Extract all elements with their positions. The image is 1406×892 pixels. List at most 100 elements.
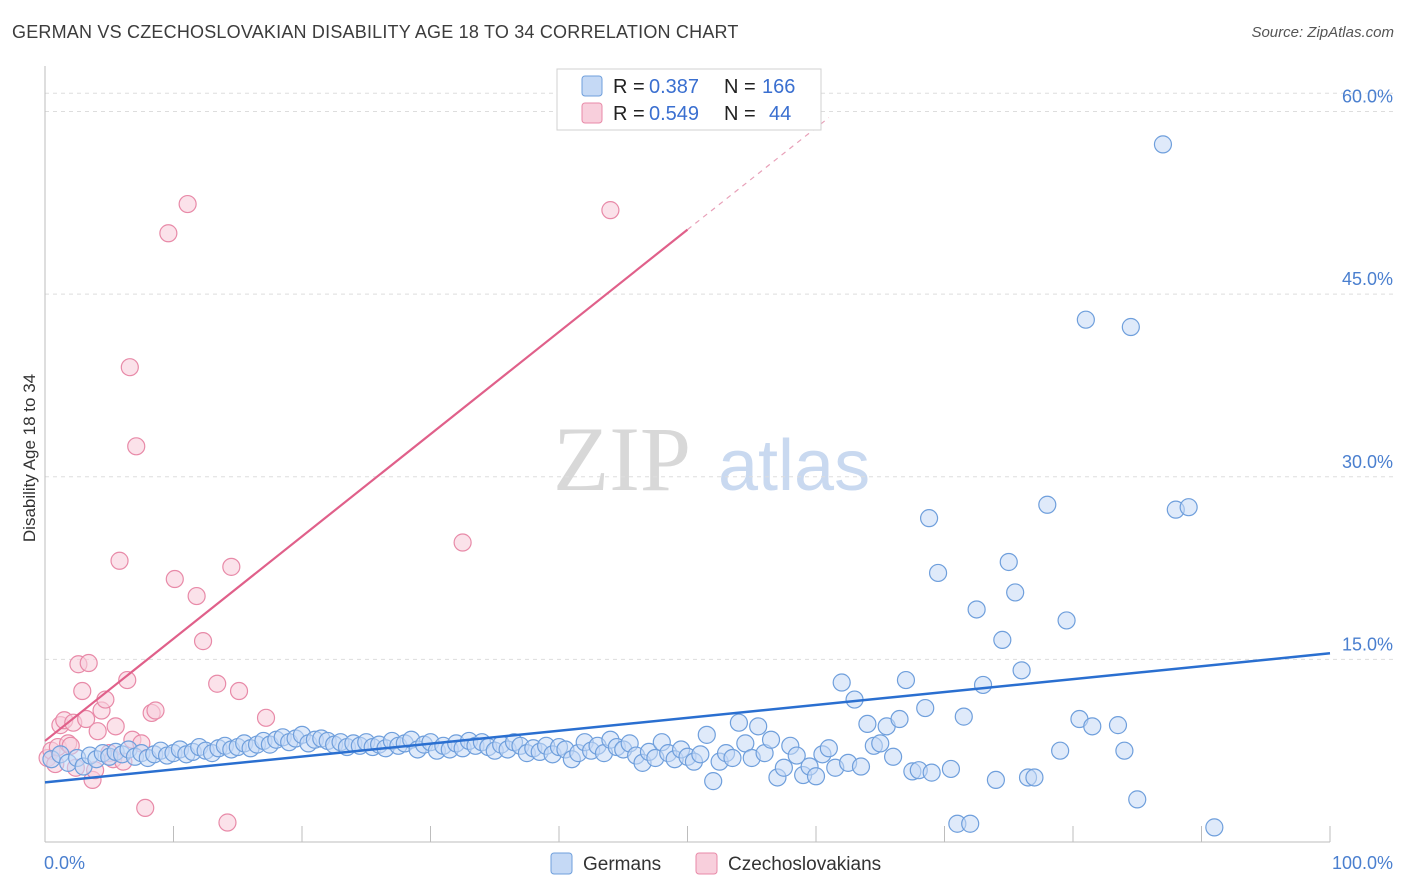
german-point <box>729 713 749 732</box>
german-point <box>1038 495 1057 514</box>
german-point <box>1025 768 1044 787</box>
german-point <box>723 748 742 768</box>
legend-r-value: 0.387 <box>649 76 699 98</box>
legend: R = 0.387 N = 166 R = 0.549 N = 44 <box>556 68 822 131</box>
german-point <box>787 746 806 765</box>
czech-point <box>165 569 184 589</box>
germans-trend-line <box>44 652 1331 784</box>
legend-swatch-germans <box>581 75 603 97</box>
czech-point <box>208 674 227 693</box>
czech-point <box>601 201 620 220</box>
czech-point <box>77 709 96 729</box>
czech-point <box>118 670 137 690</box>
german-point <box>806 767 826 786</box>
german-point <box>928 563 948 583</box>
german-point <box>1108 716 1128 735</box>
gridlines <box>45 92 1395 660</box>
czech-point <box>453 533 472 552</box>
tick-labels: 15.0% 30.0% 45.0% 60.0% 0.0% 100.0% <box>44 87 1393 873</box>
czech-point <box>73 681 92 701</box>
german-point <box>961 814 980 833</box>
czech-point <box>110 551 129 570</box>
german-point <box>941 759 961 779</box>
czech-point <box>136 798 155 818</box>
source-label: Source: ZipAtlas.com <box>1251 24 1394 41</box>
german-point <box>1128 790 1147 809</box>
german-point <box>1012 661 1031 680</box>
german-point <box>1153 135 1173 154</box>
czech-point <box>106 717 125 736</box>
german-point <box>691 745 710 764</box>
y-tick-label: 30.0% <box>1342 452 1393 472</box>
german-point <box>883 747 903 766</box>
german-point <box>890 709 909 729</box>
german-point <box>832 673 851 692</box>
czech-point <box>88 722 107 741</box>
german-point <box>954 707 973 726</box>
german-point <box>1179 498 1198 517</box>
german-point <box>1083 717 1102 736</box>
czech-point <box>146 701 165 720</box>
legend-n-value: 44 <box>769 103 791 125</box>
bottom-legend-swatch-germans <box>550 852 573 875</box>
czech-trend-line <box>44 228 689 742</box>
german-point <box>858 714 877 734</box>
german-point <box>1121 317 1140 337</box>
german-point <box>1006 583 1025 602</box>
legend-n-label: N = <box>724 103 756 125</box>
watermark-atlas: atlas <box>718 426 870 506</box>
x-tick-label: 100.0% <box>1332 853 1393 873</box>
czech-point <box>178 194 197 214</box>
czech-point <box>187 586 206 606</box>
legend-r-label: R = <box>613 103 645 125</box>
bottom-legend-swatch-czech <box>695 852 718 875</box>
german-point <box>1076 310 1095 329</box>
y-tick-label: 45.0% <box>1342 269 1393 289</box>
german-point <box>749 717 768 736</box>
legend-r-value: 0.549 <box>649 103 699 125</box>
german-point <box>967 600 986 619</box>
watermark-zip: ZIP <box>553 408 691 510</box>
german-point <box>973 675 993 695</box>
czech-point <box>193 632 213 651</box>
german-point <box>871 734 890 753</box>
czech-point <box>218 813 237 832</box>
x-tick-label: 0.0% <box>44 853 85 873</box>
czech-trend-extension <box>687 117 830 231</box>
czech-point <box>159 224 178 243</box>
german-points <box>42 135 1224 837</box>
german-point <box>999 552 1018 572</box>
trend-lines <box>44 117 1331 784</box>
german-point <box>986 770 1006 790</box>
axes <box>44 66 1331 843</box>
czech-point <box>256 708 276 727</box>
german-point <box>761 730 781 749</box>
chart-title: GERMAN VS CZECHOSLOVAKIAN DISABILITY AGE… <box>12 22 739 42</box>
bottom-legend: Germans Czechoslovakians <box>550 852 881 875</box>
german-point <box>704 772 723 791</box>
y-tick-label: 15.0% <box>1342 634 1393 654</box>
czech-point <box>127 437 146 456</box>
german-point <box>993 630 1012 650</box>
german-point <box>922 763 941 782</box>
czech-point <box>79 653 98 673</box>
legend-swatch-czech <box>581 102 603 124</box>
czech-point <box>222 557 241 576</box>
legend-r-label: R = <box>613 76 645 98</box>
german-point <box>1057 611 1076 630</box>
german-point <box>896 670 916 690</box>
bottom-legend-czech: Czechoslovakians <box>728 854 881 875</box>
german-point <box>919 509 939 528</box>
german-point <box>774 758 793 777</box>
german-point <box>1205 818 1224 837</box>
y-tick-label: 60.0% <box>1342 87 1393 107</box>
legend-n-label: N = <box>724 76 756 98</box>
bottom-legend-germans: Germans <box>583 854 661 875</box>
german-point <box>697 725 716 744</box>
german-point <box>851 757 871 776</box>
german-point <box>1115 741 1134 760</box>
german-point <box>916 698 935 718</box>
czech-point <box>229 681 249 701</box>
german-point <box>819 739 838 758</box>
